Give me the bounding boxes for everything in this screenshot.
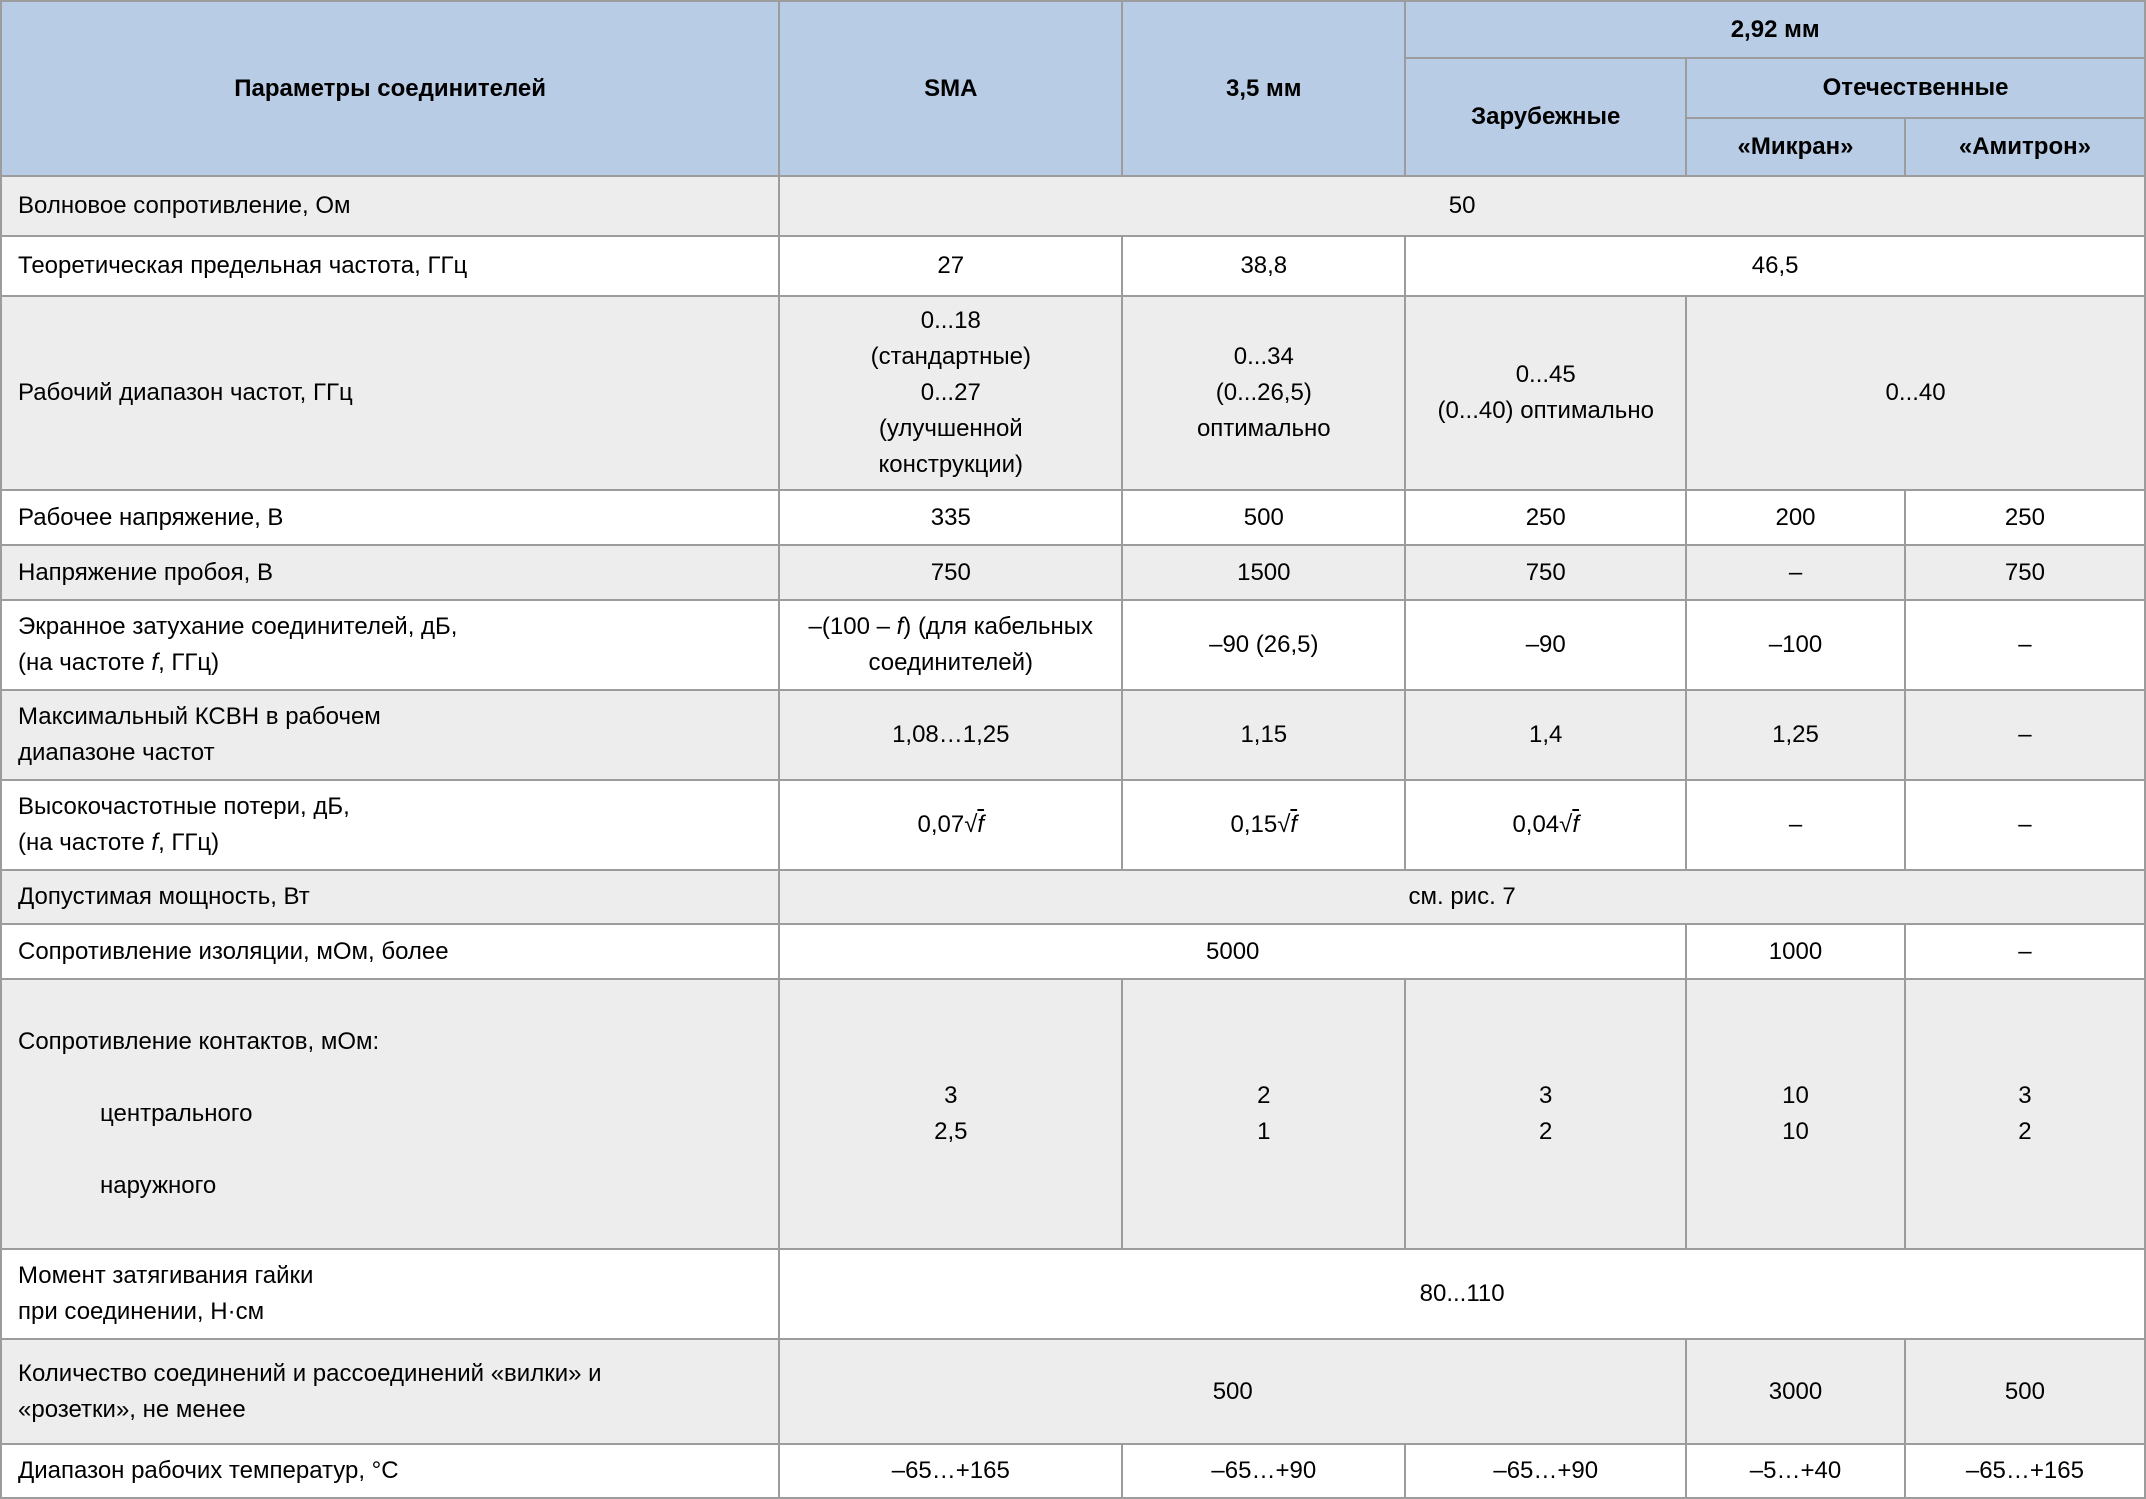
row-label-insulation-resistance: Сопротивление изоляции, мОм, более bbox=[0, 923, 781, 980]
cell-vswr-foreign: 1,4 bbox=[1404, 689, 1688, 781]
cell-cycles-amitron: 500 bbox=[1903, 1338, 2146, 1445]
cell-work-voltage-amitron: 250 bbox=[1903, 489, 2146, 546]
cell-breakdown-amitron: 750 bbox=[1903, 544, 2146, 601]
table-row-hf-loss: Высокочастотные потери, дБ, (на частоте f… bbox=[0, 779, 2146, 871]
row-label-working-voltage: Рабочее напряжение, В bbox=[0, 489, 781, 546]
table-row-power: Допустимая мощность, Вт см. рис. 7 bbox=[0, 869, 2146, 925]
cell-breakdown-foreign: 750 bbox=[1404, 544, 1688, 601]
cell-work-voltage-mikran: 200 bbox=[1685, 489, 1906, 546]
cell-temp-range-foreign: –65…+90 bbox=[1404, 1443, 1688, 1499]
cell-work-voltage-35mm: 500 bbox=[1121, 489, 1407, 546]
table-row-frequency-range: Рабочий диапазон частот, ГГц 0...18 (ста… bbox=[0, 295, 2146, 491]
header-params: Параметры соединителей bbox=[0, 0, 781, 177]
cell-work-voltage-foreign: 250 bbox=[1404, 489, 1688, 546]
cell-freq-range-domestic: 0...40 bbox=[1685, 295, 2146, 491]
cell-limit-freq-sma: 27 bbox=[778, 235, 1124, 297]
cell-cycles-group: 500 bbox=[778, 1338, 1688, 1445]
cell-cycles-mikran: 3000 bbox=[1685, 1338, 1906, 1445]
row-label-max-vswr: Максимальный КСВН в рабочем диапазоне ча… bbox=[0, 689, 781, 781]
cell-breakdown-mikran: – bbox=[1685, 544, 1906, 601]
row-label-contact-resistance: Сопротивление контактов, мОм: центрально… bbox=[0, 978, 781, 1250]
header-row-1: Параметры соединителей SMA 3,5 мм 2,92 м… bbox=[0, 0, 2146, 177]
row-label-breakdown-voltage: Напряжение пробоя, В bbox=[0, 544, 781, 601]
table-row-mating-cycles: Количество соединений и рассоединений «в… bbox=[0, 1338, 2146, 1445]
cell-shielding-35mm: –90 (26,5) bbox=[1121, 599, 1407, 691]
header-row-2: Зарубежные Отечественные bbox=[1, 57, 2146, 177]
cell-freq-range-foreign: 0...45 (0...40) оптимально bbox=[1404, 295, 1688, 491]
cell-insulation-amitron: – bbox=[1903, 923, 2146, 980]
row-label-mating-cycles: Количество соединений и рассоединений «в… bbox=[0, 1338, 781, 1445]
table-row-insulation-resistance: Сопротивление изоляции, мОм, более 5000 … bbox=[0, 923, 2146, 980]
cell-insulation-group: 5000 bbox=[778, 923, 1688, 980]
table-row-torque: Момент затягивания гайки при соединении,… bbox=[0, 1248, 2146, 1340]
row-label-hf-loss: Высокочастотные потери, дБ, (на частоте f… bbox=[0, 779, 781, 871]
header-row-3: «Микран» «Амитрон» bbox=[1, 117, 2146, 177]
header-35mm: 3,5 мм bbox=[1121, 0, 1407, 177]
row-label-power: Допустимая мощность, Вт bbox=[0, 869, 781, 925]
contact-resistance-sub-central: центрального bbox=[100, 1100, 253, 1127]
header-domestic: Отечественные bbox=[1685, 57, 2146, 119]
table-row-limit-frequency: Теоретическая предельная частота, ГГц 27… bbox=[0, 235, 2146, 297]
cell-contact-res-mikran: 10 10 bbox=[1685, 978, 1906, 1250]
cell-limit-freq-292mm: 46,5 bbox=[1404, 235, 2146, 297]
contact-resistance-title: Сопротивление контактов, мОм: bbox=[18, 1028, 380, 1055]
contact-resistance-sub-outer: наружного bbox=[100, 1172, 217, 1199]
cell-shielding-foreign: –90 bbox=[1404, 599, 1688, 691]
cell-work-voltage-sma: 335 bbox=[778, 489, 1124, 546]
cell-temp-range-35mm: –65…+90 bbox=[1121, 1443, 1407, 1499]
cell-hf-loss-amitron: – bbox=[1903, 779, 2146, 871]
cell-contact-res-amitron: 3 2 bbox=[1903, 978, 2146, 1250]
table-row-temperature-range: Диапазон рабочих температур, °С –65…+165… bbox=[0, 1443, 2146, 1499]
cell-vswr-35mm: 1,15 bbox=[1121, 689, 1407, 781]
cell-impedance-all: 50 bbox=[778, 175, 2146, 237]
cell-temp-range-sma: –65…+165 bbox=[778, 1443, 1124, 1499]
table-row-contact-resistance: Сопротивление контактов, мОм: центрально… bbox=[0, 978, 2146, 1250]
cell-breakdown-sma: 750 bbox=[778, 544, 1124, 601]
row-label-frequency-range: Рабочий диапазон частот, ГГц bbox=[0, 295, 781, 491]
header-amitron: «Амитрон» bbox=[1903, 117, 2146, 177]
table-row-breakdown-voltage: Напряжение пробоя, В 750 1500 750 – 750 bbox=[0, 544, 2146, 601]
cell-hf-loss-foreign: 0,04√f bbox=[1404, 779, 1688, 871]
cell-contact-res-foreign: 3 2 bbox=[1404, 978, 1688, 1250]
table-row-working-voltage: Рабочее напряжение, В 335 500 250 200 25… bbox=[0, 489, 2146, 546]
cell-limit-freq-35mm: 38,8 bbox=[1121, 235, 1407, 297]
cell-temp-range-amitron: –65…+165 bbox=[1903, 1443, 2146, 1499]
header-292mm: 2,92 мм bbox=[1404, 0, 2146, 59]
header-mikran: «Микран» bbox=[1685, 117, 1906, 177]
cell-hf-loss-sma: 0,07√f bbox=[778, 779, 1124, 871]
table-body: Волновое сопротивление, Ом 50 Теоретичес… bbox=[0, 175, 2146, 1499]
table-header: Параметры соединителей SMA 3,5 мм 2,92 м… bbox=[0, 0, 2146, 177]
cell-hf-loss-mikran: – bbox=[1685, 779, 1906, 871]
cell-temp-range-mikran: –5…+40 bbox=[1685, 1443, 1906, 1499]
cell-freq-range-35mm: 0...34 (0...26,5) оптимально bbox=[1121, 295, 1407, 491]
row-label-temperature-range: Диапазон рабочих температур, °С bbox=[0, 1443, 781, 1499]
cell-vswr-sma: 1,08…1,25 bbox=[778, 689, 1124, 781]
table-row-impedance: Волновое сопротивление, Ом 50 bbox=[0, 175, 2146, 237]
cell-contact-res-35mm: 2 1 bbox=[1121, 978, 1407, 1250]
cell-shielding-mikran: –100 bbox=[1685, 599, 1906, 691]
cell-vswr-amitron: – bbox=[1903, 689, 2146, 781]
cell-hf-loss-35mm: 0,15√f bbox=[1121, 779, 1407, 871]
cell-shielding-amitron: – bbox=[1903, 599, 2146, 691]
cell-contact-res-sma: 3 2,5 bbox=[778, 978, 1124, 1250]
table-row-shielding-attenuation: Экранное затухание соединителей, дБ, (на … bbox=[0, 599, 2146, 691]
row-label-limit-frequency: Теоретическая предельная частота, ГГц bbox=[0, 235, 781, 297]
cell-freq-range-sma: 0...18 (стандартные) 0...27 (улучшенной … bbox=[778, 295, 1124, 491]
cell-power-all: см. рис. 7 bbox=[778, 869, 2146, 925]
cell-breakdown-35mm: 1500 bbox=[1121, 544, 1407, 601]
row-label-shielding-attenuation: Экранное затухание соединителей, дБ, (на … bbox=[0, 599, 781, 691]
table-row-max-vswr: Максимальный КСВН в рабочем диапазоне ча… bbox=[0, 689, 2146, 781]
header-foreign: Зарубежные bbox=[1404, 57, 1688, 177]
row-label-impedance: Волновое сопротивление, Ом bbox=[0, 175, 781, 237]
cell-torque-all: 80...110 bbox=[778, 1248, 2146, 1340]
cell-vswr-mikran: 1,25 bbox=[1685, 689, 1906, 781]
header-sma: SMA bbox=[778, 0, 1124, 177]
row-label-torque: Момент затягивания гайки при соединении,… bbox=[0, 1248, 781, 1340]
cell-insulation-mikran: 1000 bbox=[1685, 923, 1906, 980]
cell-shielding-sma: –(100 – f) (для кабельных соединителей) bbox=[778, 599, 1124, 691]
